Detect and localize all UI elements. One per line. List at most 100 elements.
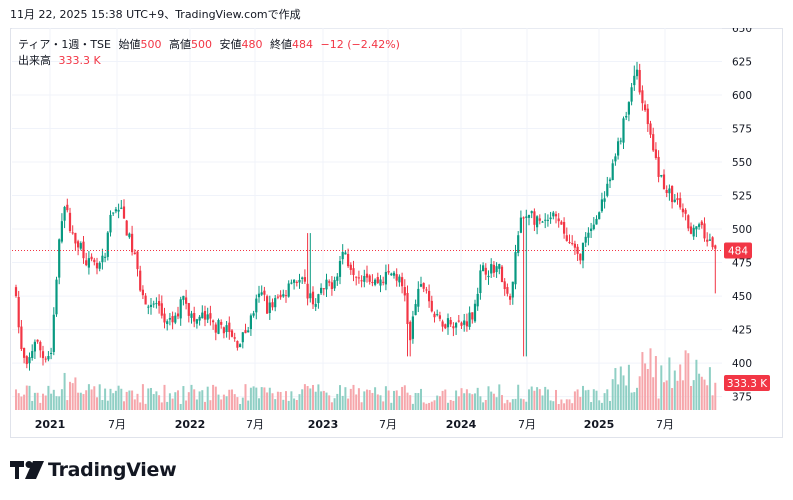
candle-body [498, 264, 501, 269]
candle-body [590, 228, 593, 232]
volume-bar [220, 399, 223, 410]
symbol-label[interactable]: ティア・1週・TSE [18, 38, 111, 51]
volume-bar [622, 375, 625, 410]
volume-bar [600, 402, 603, 410]
volume-bar [25, 385, 28, 410]
candle-body [71, 232, 74, 234]
volume-bar [195, 399, 198, 410]
volume-bar [244, 384, 247, 410]
volume-bar [150, 387, 152, 410]
ohlc-legend: ティア・1週・TSE 始値500 高値500 安値480 終値484 −12 (… [18, 36, 400, 52]
volume-bar [301, 389, 304, 410]
volume-bar [271, 393, 274, 410]
volume-bar [33, 392, 36, 410]
candle-body [133, 252, 136, 255]
candle-body [509, 295, 512, 300]
volume-bar [382, 401, 385, 410]
volume-bar [644, 363, 647, 410]
volume-bar [692, 380, 695, 410]
volume-bar [339, 385, 341, 410]
volume-bar [498, 384, 501, 410]
candle-body [638, 70, 641, 93]
candle-body [565, 235, 568, 241]
volume-bar [71, 383, 74, 410]
volume-bar [285, 391, 287, 410]
volume-bar [128, 390, 131, 410]
price-chart[interactable]: 484 333.3 K 650 625 600 575 550 525 500 475 450 42… [10, 28, 783, 438]
candle-body [114, 209, 117, 212]
volume-bar [441, 390, 444, 410]
candle-body [209, 313, 212, 319]
candle-body [166, 321, 169, 325]
volume-bar [31, 400, 34, 410]
volume-bar [131, 390, 134, 410]
candle-body [465, 321, 468, 327]
candle-body [671, 186, 674, 203]
volume-bar [306, 386, 309, 410]
candle-body [109, 214, 112, 233]
candle-body [152, 303, 155, 305]
volume-bar [428, 402, 431, 410]
volume-bar [444, 389, 447, 410]
volume-bar [592, 389, 595, 410]
candle-body [419, 284, 423, 287]
volume-bar [204, 401, 206, 410]
candle-body [66, 204, 69, 211]
volume-bar [387, 390, 390, 410]
volume-bar [379, 395, 382, 410]
candle-body [552, 212, 555, 217]
volume-bar [436, 395, 439, 410]
volume-bar [447, 402, 449, 410]
candle-body [584, 236, 587, 243]
candle-body [198, 316, 201, 321]
time-tick-label: 7月 [108, 418, 126, 431]
candle-body [652, 134, 655, 151]
candle-body [452, 326, 455, 329]
candle-body [495, 266, 498, 273]
volume-bar [703, 379, 706, 410]
time-tick-label: 7月 [518, 418, 536, 431]
candle-body [403, 287, 406, 296]
candle-body [317, 294, 320, 304]
candle-body [44, 358, 47, 360]
volume-bar [487, 386, 490, 410]
candle-body [630, 87, 633, 102]
candle-body [433, 313, 436, 318]
volume-bar [314, 391, 317, 410]
candle-body [684, 209, 687, 214]
volume-bar [490, 391, 493, 410]
volume-bar [690, 385, 692, 410]
price-axis: 650 625 600 575 550 525 500 475 450 425 400 375 [732, 28, 752, 404]
volume-bar [495, 397, 498, 410]
volume-bar [627, 364, 630, 410]
candle-body [301, 277, 304, 279]
candle-body [344, 252, 347, 255]
volume-bar [206, 386, 209, 410]
candle-body [579, 253, 582, 261]
candle-body [554, 214, 558, 217]
candle-body [657, 156, 660, 177]
candle-body [622, 118, 625, 143]
candle-body [503, 281, 506, 290]
candle-body [635, 69, 639, 77]
volume-bar [344, 387, 347, 410]
candle-body [500, 266, 504, 282]
volume-bar [90, 389, 93, 410]
tradingview-logo[interactable]: TradingView [10, 458, 177, 482]
volume-bar [479, 396, 482, 410]
volume-bar [517, 384, 520, 410]
candle-body [141, 289, 144, 296]
candle-body [276, 296, 279, 298]
candle-body [136, 251, 139, 270]
candle-body [222, 327, 225, 334]
candle-body [139, 270, 142, 291]
volume-bar [52, 389, 55, 410]
candle-body [365, 273, 369, 278]
candle-body [479, 270, 482, 294]
volume-bar [352, 384, 355, 410]
volume-bar [560, 399, 563, 410]
volume-bar [587, 389, 590, 410]
volume-bar [603, 393, 606, 410]
volume-bar [190, 384, 193, 410]
candle-body [379, 279, 382, 286]
